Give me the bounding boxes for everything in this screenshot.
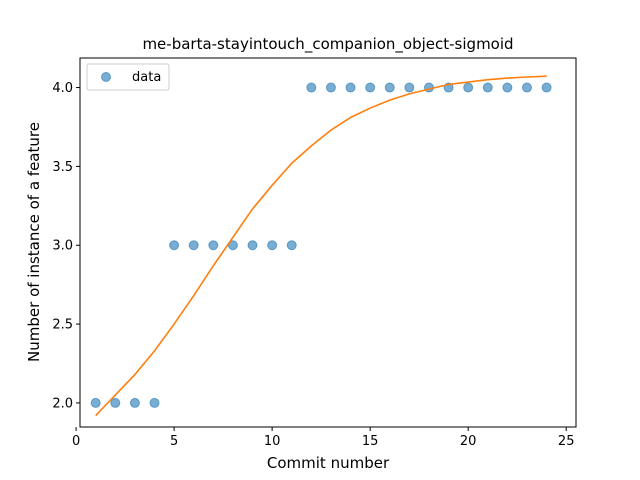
x-tick-label: 25	[558, 434, 575, 449]
x-axis-label: Commit number	[267, 454, 390, 472]
data-point	[129, 397, 140, 408]
chart-title: me-barta-stayintouch_companion_object-si…	[142, 35, 513, 54]
x-tick-label: 10	[264, 434, 281, 449]
y-axis: 2.0 2.5 3.0 3.5 4.0	[52, 81, 80, 411]
plot-frame	[79, 57, 577, 428]
data-point	[247, 240, 258, 251]
data-point	[365, 82, 376, 93]
x-tick-label: 0	[72, 434, 80, 449]
fit-line	[95, 75, 547, 417]
data-point	[90, 397, 101, 408]
x-tick-label: 20	[460, 434, 477, 449]
data-point	[110, 397, 121, 408]
legend: data	[86, 63, 170, 91]
x-tick-label: 15	[362, 434, 379, 449]
data-point	[541, 82, 552, 93]
data-point	[463, 82, 474, 93]
y-axis-label: Number of instance of a feature	[25, 122, 43, 362]
legend-label-data: data	[132, 70, 161, 85]
data-point	[325, 82, 336, 93]
x-axis: 0 5 10 15 20 25	[72, 427, 575, 449]
legend-box	[86, 63, 170, 91]
y-tick-label: 2.5	[52, 318, 73, 333]
y-tick-label: 3.0	[52, 239, 73, 254]
data-point	[521, 82, 532, 93]
data-point	[208, 240, 219, 251]
y-tick-label: 2.0	[52, 396, 73, 411]
data-point	[267, 240, 278, 251]
data-point	[286, 240, 297, 251]
data-point	[345, 82, 356, 93]
data-point	[404, 82, 415, 93]
y-tick-label: 4.0	[52, 81, 73, 96]
legend-marker-data	[101, 72, 111, 82]
data-point	[169, 240, 180, 251]
y-tick-label: 3.5	[52, 160, 73, 175]
data-point	[188, 240, 199, 251]
data-point	[384, 82, 395, 93]
plot-area	[90, 75, 552, 417]
data-point	[306, 82, 317, 93]
data-point	[502, 82, 513, 93]
data-point	[149, 397, 160, 408]
x-tick-label: 5	[170, 434, 178, 449]
data-point	[482, 82, 493, 93]
